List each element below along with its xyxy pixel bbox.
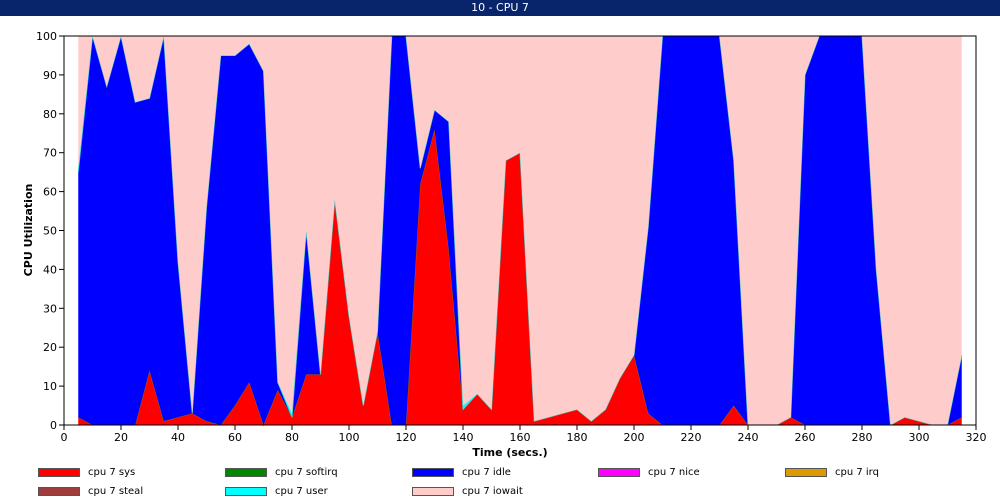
legend-label: cpu 7 nice: [648, 467, 700, 478]
window-title: 10 - CPU 7: [0, 0, 1000, 16]
y-tick-label: 90: [43, 69, 57, 82]
y-tick-label: 50: [43, 225, 57, 238]
y-tick-label: 20: [43, 341, 57, 354]
x-tick-label: 160: [510, 431, 531, 444]
y-tick-label: 80: [43, 108, 57, 121]
y-tick-label: 60: [43, 186, 57, 199]
legend-label: cpu 7 idle: [462, 467, 511, 478]
legend-swatch: [785, 468, 827, 477]
x-axis-label: Time (secs.): [472, 446, 547, 459]
legend-swatch: [598, 468, 640, 477]
x-tick-label: 260: [795, 431, 816, 444]
chart-legend: cpu 7 sys cpu 7 softirq cpu 7 idle cpu 7 ni…: [0, 462, 1000, 504]
chart-axes: 0 20 40 60 80 100 120 140 160 180 200 220 240 260 280 3…: [36, 30, 987, 444]
legend-swatch: [225, 468, 267, 477]
x-tick-label: 100: [339, 431, 360, 444]
x-tick-label: 280: [852, 431, 873, 444]
legend-label: cpu 7 iowait: [462, 486, 523, 497]
x-tick-label: 120: [396, 431, 417, 444]
legend-label: cpu 7 irq: [835, 467, 879, 478]
legend-swatch: [38, 487, 80, 496]
cpu-utilization-chart: 0 20 40 60 80 100 120 140 160 180 200 220 240 260 280 3…: [22, 30, 987, 459]
y-tick-label: 70: [43, 147, 57, 160]
legend-label: cpu 7 user: [275, 486, 328, 497]
x-tick-label: 180: [567, 431, 588, 444]
area-cpu-7-iowait: [78, 36, 962, 425]
legend-swatch: [225, 487, 267, 496]
legend-swatch: [412, 487, 454, 496]
x-tick-label: 200: [624, 431, 645, 444]
area-cpu-7-sys: [78, 129, 962, 426]
legend-label: cpu 7 sys: [88, 467, 136, 478]
y-tick-label: 10: [43, 380, 57, 393]
legend-swatch: [412, 468, 454, 477]
x-tick-label: 80: [285, 431, 299, 444]
x-tick-label: 40: [171, 431, 185, 444]
x-tick-label: 320: [966, 431, 987, 444]
y-axis-label: CPU Utilization: [22, 184, 35, 277]
legend-label: cpu 7 softirq: [275, 467, 338, 478]
legend-label: cpu 7 steal: [88, 486, 144, 497]
x-tick-label: 60: [228, 431, 242, 444]
x-tick-label: 140: [453, 431, 474, 444]
x-tick-label: 20: [114, 431, 128, 444]
y-tick-label: 100: [36, 30, 57, 43]
x-tick-label: 220: [681, 431, 702, 444]
legend-swatch: [38, 468, 80, 477]
y-tick-label: 30: [43, 302, 57, 315]
y-tick-label: 40: [43, 263, 57, 276]
x-tick-label: 300: [909, 431, 930, 444]
chart-areas: [77, 35, 963, 427]
y-tick-label: 0: [50, 419, 57, 432]
x-tick-label: 0: [61, 431, 68, 444]
x-tick-label: 240: [738, 431, 759, 444]
